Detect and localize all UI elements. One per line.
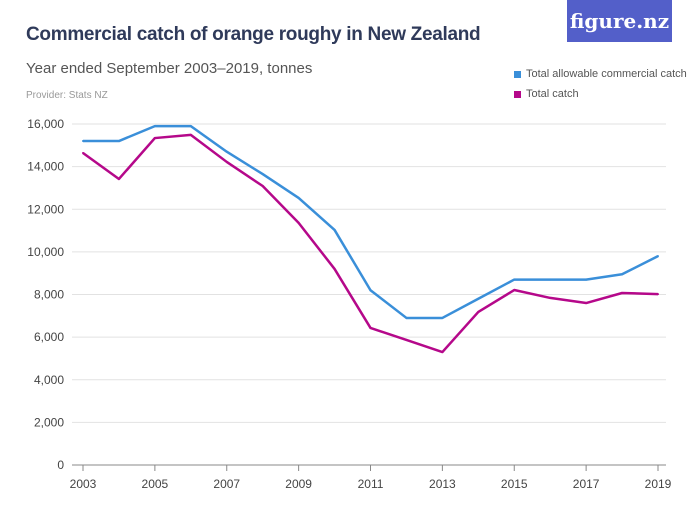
data-point	[657, 293, 659, 296]
data-point	[441, 316, 444, 319]
figure-nz-logo[interactable]: figure.nz	[567, 0, 672, 42]
series-line-0	[83, 124, 659, 320]
y-tick-label: 4,000	[34, 373, 64, 387]
data-point	[621, 292, 624, 295]
data-point	[369, 289, 372, 292]
data-point	[153, 137, 156, 140]
legend-label: Total catch	[526, 88, 579, 100]
data-point	[441, 351, 444, 354]
data-point	[333, 267, 336, 270]
data-point	[621, 273, 624, 276]
x-tick-label: 2013	[429, 477, 456, 491]
x-tick-label: 2007	[213, 477, 240, 491]
x-tick-label: 2019	[645, 477, 672, 491]
y-tick-label: 12,000	[27, 202, 64, 216]
data-point	[82, 151, 84, 154]
provider: Provider: Stats NZ	[26, 90, 108, 101]
y-tick-label: 14,000	[27, 160, 64, 174]
data-point	[477, 297, 480, 300]
data-point	[117, 177, 120, 180]
x-tick-label: 2011	[358, 477, 384, 491]
x-tick-label: 2009	[285, 477, 312, 491]
data-point	[225, 160, 228, 163]
data-point	[261, 173, 264, 176]
chart-title: Commercial catch of orange roughy in New…	[26, 24, 481, 45]
data-point	[82, 140, 84, 143]
x-tick-label: 2005	[142, 477, 169, 491]
y-tick-label: 0	[57, 458, 64, 472]
data-point	[189, 133, 192, 136]
data-point	[477, 310, 480, 313]
legend-swatch	[514, 90, 521, 98]
legend-label: Total allowable commercial catch	[526, 68, 687, 80]
data-point	[261, 185, 264, 188]
data-point	[117, 140, 120, 143]
data-point	[297, 196, 300, 199]
x-tick-label: 2015	[501, 477, 528, 491]
y-tick-label: 2,000	[34, 415, 64, 429]
legend-item-tacc: Total allowable commercial catch	[514, 68, 687, 80]
chart-subtitle: Year ended September 2003–2019, tonnes	[26, 60, 313, 77]
data-point	[585, 302, 588, 305]
data-point	[513, 278, 516, 281]
x-tick-label: 2017	[573, 477, 600, 491]
legend-item-total-catch: Total catch	[514, 88, 579, 100]
data-point	[585, 278, 588, 281]
data-point	[297, 221, 300, 224]
data-point	[153, 125, 156, 128]
data-point	[405, 316, 408, 319]
data-point	[369, 326, 372, 329]
y-tick-label: 10,000	[27, 245, 64, 259]
y-tick-label: 6,000	[34, 330, 64, 344]
x-tick-label: 2003	[70, 477, 97, 491]
data-point	[189, 125, 192, 128]
data-point	[657, 255, 659, 258]
y-tick-label: 16,000	[27, 117, 64, 131]
y-tick-label: 8,000	[34, 288, 64, 302]
data-point	[333, 228, 336, 231]
series-line-1	[82, 133, 659, 354]
data-point	[405, 338, 408, 341]
data-point	[225, 150, 228, 153]
data-point	[513, 289, 516, 292]
data-point	[549, 296, 552, 299]
data-point	[549, 278, 552, 281]
legend-swatch	[514, 70, 521, 78]
